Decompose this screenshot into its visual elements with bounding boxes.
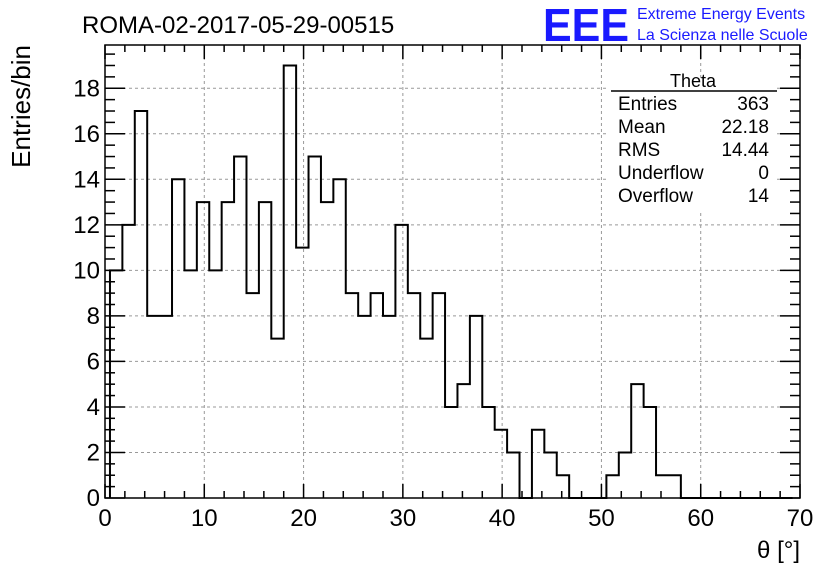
stats-row-value: 22.18	[721, 117, 769, 138]
stats-title: Theta	[670, 71, 717, 91]
stats-row-label: Overflow	[618, 186, 693, 207]
histogram-bins	[108, 64, 793, 499]
eee-logo: EEE	[543, 0, 629, 51]
y-tick-label: 16	[73, 121, 100, 148]
tick-labels: 0 10 20 30 40 50 60 70 0 2 4 6 8 10 12 14 16 18	[73, 75, 813, 532]
y-tick-label: 8	[87, 303, 100, 330]
stats-row-label: RMS	[618, 140, 660, 161]
stats-box-background	[609, 80, 777, 210]
x-tick-label: 10	[191, 505, 218, 532]
y-tick-label: 2	[87, 439, 100, 466]
x-tick-label: 30	[390, 505, 417, 532]
y-tick-label: 10	[73, 257, 100, 284]
axis-ticks	[104, 45, 801, 499]
stats-row-value: 0	[758, 163, 769, 184]
stats-box: Theta Entries 363 Mean 22.18 RMS 14.44 Underfl…	[609, 71, 777, 210]
plot-frame	[104, 44, 801, 499]
stats-row-value: 14	[748, 186, 770, 207]
brand-line-1: Extreme Energy Events	[637, 6, 805, 23]
stats-row-label: Mean	[618, 117, 666, 138]
stats-row-label: Entries	[618, 94, 677, 115]
x-tick-label: 60	[687, 505, 714, 532]
y-tick-label: 14	[73, 166, 100, 193]
y-tick-label: 6	[87, 348, 100, 375]
x-tick-label: 0	[98, 505, 111, 532]
y-tick-label: 0	[87, 485, 100, 512]
x-tick-label: 40	[489, 505, 516, 532]
stats-row-value: 14.44	[721, 140, 769, 161]
y-tick-label: 18	[73, 75, 100, 102]
y-tick-label: 4	[87, 394, 100, 421]
y-tick-label: 12	[73, 212, 100, 239]
histogram-outline	[108, 64, 793, 499]
x-tick-label: 70	[787, 505, 814, 532]
chart-title: ROMA-02-2017-05-29-00515	[82, 12, 394, 39]
stats-row-value: 363	[737, 94, 769, 115]
x-axis-label: θ [°]	[757, 537, 800, 564]
x-tick-label: 20	[290, 505, 317, 532]
y-axis-label: Entries/bin	[6, 45, 36, 168]
stats-row-label: Underflow	[618, 163, 704, 184]
stats-rows: Entries 363 Mean 22.18 RMS 14.44 Underflow 0 Ove…	[618, 94, 769, 207]
brand-line-2: La Scienza nelle Scuole	[637, 27, 808, 44]
x-tick-label: 50	[588, 505, 615, 532]
